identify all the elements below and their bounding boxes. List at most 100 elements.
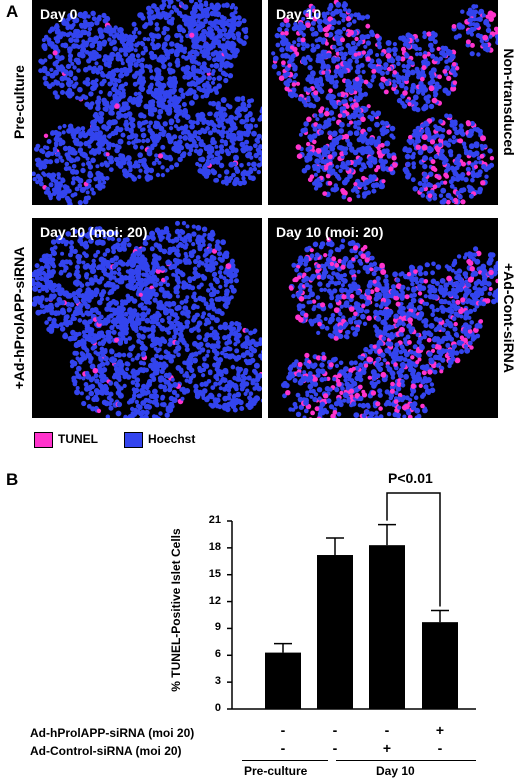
cell-nucleus <box>338 145 344 151</box>
cell-nucleus <box>403 169 410 175</box>
cell-nucleus <box>224 304 229 310</box>
micrograph-day10-control: Day 10 (moi: 20) <box>268 218 498 418</box>
cell-nucleus <box>178 367 184 373</box>
cell-nucleus <box>79 391 84 396</box>
cell-nucleus <box>161 30 167 36</box>
cell-nucleus <box>152 141 158 147</box>
cell-nucleus <box>428 70 435 77</box>
cell-nucleus <box>184 319 191 326</box>
cell-nucleus <box>117 138 124 145</box>
cell-nucleus <box>411 151 416 156</box>
cell-nucleus <box>430 165 436 171</box>
cell-nucleus <box>253 362 260 369</box>
cell-nucleus <box>231 52 238 59</box>
cell-nucleus <box>315 43 321 50</box>
cell-nucleus <box>115 89 120 94</box>
cell-nucleus <box>444 168 449 174</box>
cell-nucleus <box>402 90 408 96</box>
cell-nucleus <box>202 357 207 362</box>
cell-nucleus <box>131 73 138 79</box>
cell-nucleus <box>88 327 94 333</box>
cell-nucleus <box>311 103 317 109</box>
cell-nucleus <box>355 64 362 70</box>
cell-nucleus <box>429 35 435 41</box>
cell-nucleus <box>215 289 220 295</box>
cell-nucleus <box>166 4 172 9</box>
cell-nucleus <box>205 332 210 338</box>
cell-nucleus <box>209 314 216 321</box>
cell-nucleus <box>112 357 118 363</box>
cell-nucleus <box>285 82 291 88</box>
cell-nucleus <box>154 67 161 74</box>
cell-nucleus <box>85 385 90 390</box>
cell-nucleus <box>403 75 409 82</box>
cell-nucleus <box>422 86 429 93</box>
cell-scatter <box>32 0 262 205</box>
cell-nucleus <box>43 58 48 63</box>
cell-nucleus <box>87 172 94 179</box>
cell-nucleus <box>473 150 480 157</box>
cell-nucleus <box>380 84 385 90</box>
cell-nucleus <box>252 166 258 172</box>
cell-nucleus <box>363 44 368 49</box>
cell-nucleus <box>133 91 139 97</box>
cell-nucleus <box>178 270 184 275</box>
cell-nucleus <box>90 10 96 16</box>
cell-nucleus <box>213 112 219 118</box>
cell-nucleus <box>291 25 298 32</box>
cell-nucleus <box>430 53 436 59</box>
cell-nucleus <box>127 172 133 178</box>
cell-nucleus <box>174 100 180 106</box>
cell-nucleus <box>254 123 258 128</box>
cell-nucleus <box>146 124 151 129</box>
cell-nucleus <box>93 334 99 340</box>
cell-nucleus <box>207 130 213 136</box>
cell-nucleus <box>415 107 421 113</box>
cell-nucleus <box>162 12 167 18</box>
cell-nucleus <box>107 60 113 66</box>
cell-nucleus <box>175 393 180 398</box>
cell-nucleus <box>239 118 245 125</box>
cell-nucleus <box>164 302 169 307</box>
cell-nucleus <box>182 17 188 23</box>
day-label: Day 0 <box>40 6 78 22</box>
cell-nucleus <box>290 53 296 59</box>
cell-nucleus <box>167 308 173 314</box>
cell-nucleus <box>85 352 91 357</box>
cell-nucleus <box>46 273 52 279</box>
cell-nucleus <box>113 372 118 378</box>
cell-nucleus <box>292 64 298 70</box>
cell-nucleus <box>118 47 124 53</box>
cell-nucleus <box>351 257 356 262</box>
cell-nucleus <box>416 89 421 95</box>
cell-nucleus <box>106 55 111 60</box>
cell-nucleus <box>368 174 373 179</box>
cell-nucleus <box>348 120 354 125</box>
cell-nucleus <box>455 190 461 196</box>
cell-nucleus <box>467 150 473 156</box>
cell-nucleus <box>341 194 347 200</box>
cell-nucleus <box>132 393 137 398</box>
cell-nucleus <box>123 81 129 87</box>
cell-nucleus <box>341 315 346 320</box>
cell-nucleus <box>111 329 117 335</box>
cell-nucleus <box>139 62 145 68</box>
cell-nucleus <box>54 158 60 164</box>
cell-nucleus <box>300 24 307 30</box>
cell-nucleus <box>148 167 155 174</box>
cell-nucleus <box>451 62 457 67</box>
cell-nucleus <box>105 414 110 418</box>
cell-nucleus <box>364 14 371 20</box>
cell-nucleus <box>226 388 232 393</box>
cell-nucleus <box>195 161 200 167</box>
cell-nucleus <box>90 66 96 72</box>
cell-nucleus <box>75 253 82 260</box>
cell-nucleus <box>246 162 251 167</box>
cell-nucleus <box>366 104 371 109</box>
cell-nucleus <box>155 10 161 17</box>
cell-nucleus <box>99 162 105 168</box>
cell-nucleus <box>50 257 56 262</box>
cell-nucleus <box>182 360 187 365</box>
cell-nucleus <box>230 381 235 387</box>
cell-nucleus <box>82 251 87 256</box>
